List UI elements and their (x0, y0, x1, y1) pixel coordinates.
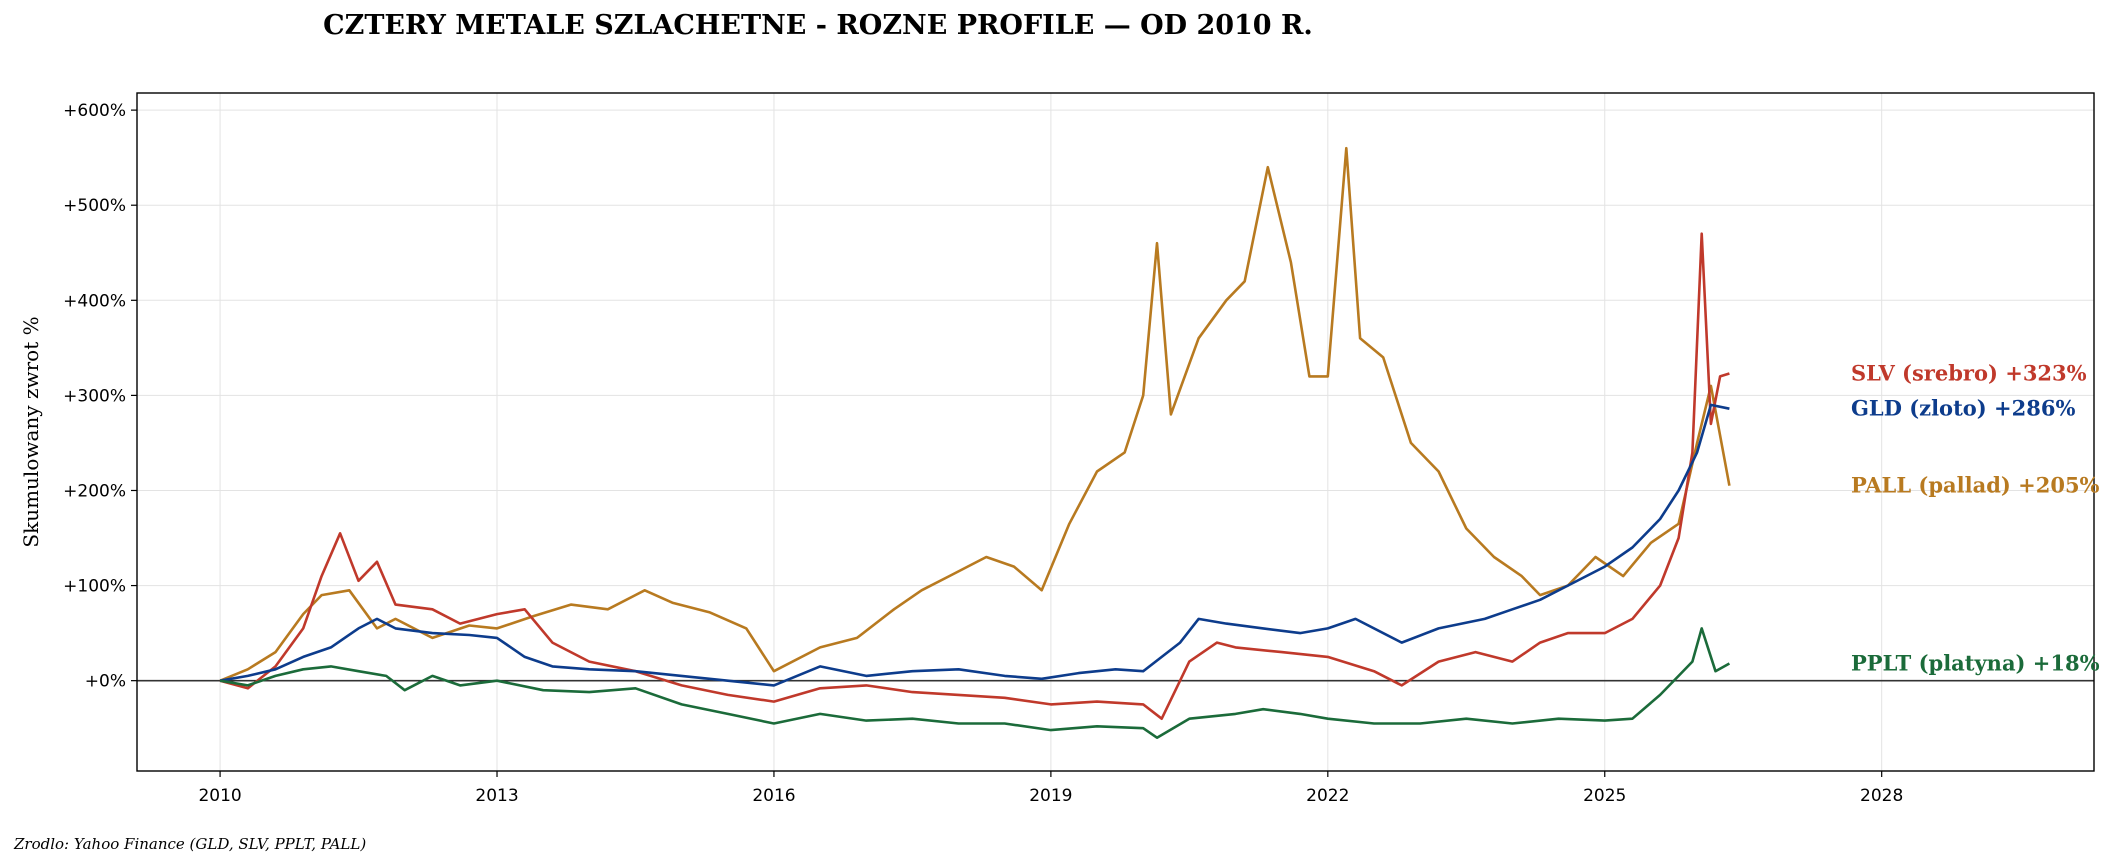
y-tick-label: +600% (63, 101, 126, 121)
series-line-slv (219, 232, 1730, 720)
x-tick-label: 2022 (1306, 786, 1349, 806)
y-tick-label: +300% (63, 386, 126, 406)
x-tick-label: 2028 (1860, 786, 1903, 806)
source-note: Zrodlo: Yahoo Finance (GLD, SLV, PPLT, P… (13, 835, 366, 853)
series-label-slv: SLV (srebro) +323% (1851, 361, 2087, 386)
series-line-pplt (219, 627, 1731, 739)
series-end-labels: PALL (pallad) +205% SLV (srebro) +323% GLD… (1851, 361, 2100, 676)
x-tick-label: 2013 (475, 786, 518, 806)
series-label-pplt: PPLT (platyna) +18% (1851, 651, 2100, 676)
y-tick-label: +100% (63, 577, 126, 597)
chart-title: CZTERY METALE SZLACHETNE - ROZNE PROFILE… (323, 10, 1313, 41)
y-tick-label: +400% (63, 291, 126, 311)
y-tick-label: +200% (63, 481, 126, 501)
plot-frame (136, 92, 2095, 772)
y-axis: +0% +100% +200% +300% +400% +500% +600% (63, 101, 137, 692)
y-axis-label: Skumulowany zwrot % (19, 316, 43, 547)
series-line-pall (219, 146, 1731, 682)
series-group (219, 146, 1731, 739)
x-axis: 2010 2013 2016 2019 2022 2025 2028 (198, 771, 1903, 806)
x-tick-label: 2025 (1583, 786, 1626, 806)
x-tick-label: 2010 (198, 786, 241, 806)
grid (137, 93, 2094, 771)
series-label-gld: GLD (zloto) +286% (1851, 396, 2075, 421)
x-tick-label: 2019 (1029, 786, 1072, 806)
series-label-pall: PALL (pallad) +205% (1851, 473, 2100, 498)
x-tick-label: 2016 (752, 786, 795, 806)
y-tick-label: +500% (63, 196, 126, 216)
series-line-gld (219, 403, 1730, 687)
y-tick-label: +0% (85, 672, 126, 692)
